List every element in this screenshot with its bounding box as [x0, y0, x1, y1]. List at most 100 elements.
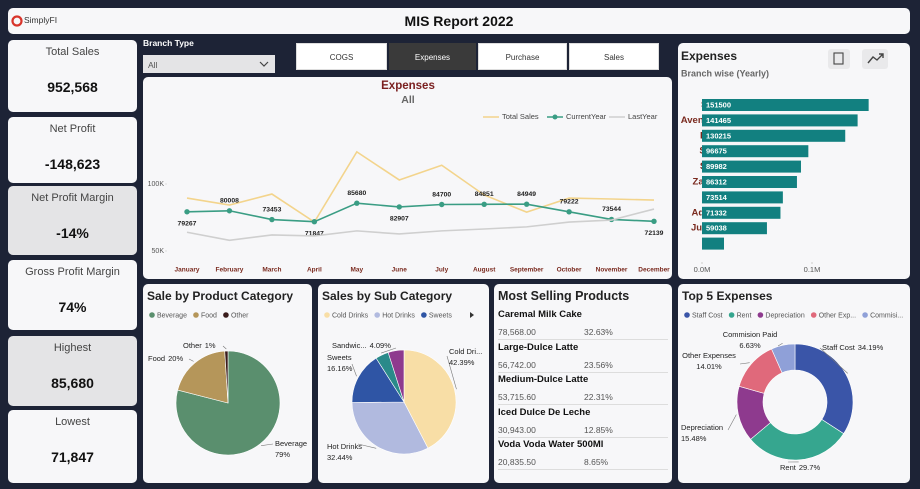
legend-label: LastYear	[628, 112, 658, 121]
point	[269, 216, 275, 223]
kpi-value: 71,847	[51, 449, 94, 465]
bar	[702, 237, 724, 250]
x-tick-label: September	[510, 267, 544, 274]
tab[interactable]: Sales	[569, 43, 659, 70]
legend-dot	[757, 312, 764, 318]
logo-ring	[11, 15, 23, 27]
branch-dropdown[interactable]: All	[143, 55, 275, 73]
x-tick-label: July	[435, 267, 448, 274]
slice-name: Commision Paid	[723, 330, 778, 339]
slice	[387, 349, 405, 403]
data-label: 85680	[347, 190, 366, 197]
legend-dot	[810, 312, 817, 318]
product-amount: 30,943.00	[498, 424, 536, 435]
expenses-trend-panel: Expenses All 50K 100K January February March Ap…	[143, 77, 672, 279]
x-tick-label: February	[216, 267, 244, 274]
kpi-label: Gross Profit Margin	[25, 266, 120, 278]
product-amount: 56,742.00	[498, 359, 536, 370]
slice-name: Other	[183, 341, 202, 350]
x-tick-label: 0.0M	[694, 265, 711, 274]
legend-label: Depreciation	[765, 312, 804, 319]
bar-label: 96675	[706, 147, 727, 156]
bar	[702, 114, 858, 127]
most-selling-panel: Most Selling Products Caremal Milk Cake 78…	[494, 284, 672, 483]
slice	[403, 349, 457, 449]
chart-title: Sales by Sub Category	[322, 289, 452, 303]
pie-chart: Sale by Product Category Beverage Food Othe…	[147, 289, 307, 459]
chart-title: Expenses	[381, 80, 435, 92]
series-line	[186, 202, 655, 223]
legend-label: Sweets	[429, 312, 452, 319]
slice-value: 34.19%	[858, 343, 884, 352]
leader-line	[351, 363, 357, 377]
leader-line	[357, 443, 377, 449]
row-divider	[498, 469, 668, 470]
kpi-label: Lowest	[55, 416, 90, 428]
slice-name: Sweets	[327, 353, 352, 362]
x-tick-label: June	[392, 267, 408, 274]
product-amount: 53,715.60	[498, 392, 536, 402]
bar	[702, 99, 869, 111]
point	[566, 209, 572, 215]
chart-title: Expenses	[681, 49, 737, 63]
slice	[351, 401, 429, 455]
leader-line	[381, 347, 397, 354]
panel-title: Most Selling Products	[498, 289, 630, 303]
tab[interactable]: Expenses	[389, 43, 476, 70]
kpi-card: Net Profit Margin -14%	[8, 186, 137, 255]
legend-label: Commisi...	[870, 312, 903, 319]
product-share: 32.63%	[584, 327, 613, 337]
x-tick-label: May	[350, 267, 363, 274]
bar-label: 86312	[706, 177, 727, 186]
bar	[702, 206, 781, 219]
data-label: 84949	[517, 191, 536, 198]
product-share: 22.31%	[584, 392, 613, 402]
chart-title: Sale by Product Category	[147, 289, 293, 303]
slice	[351, 357, 405, 403]
category-label: Avenues	[681, 115, 720, 126]
legend-label: Hot Drinks	[382, 312, 415, 319]
chart-subtitle: All	[401, 94, 415, 106]
leader-line	[739, 362, 750, 365]
legend-more	[470, 312, 474, 318]
slice-name: Food	[148, 354, 165, 363]
slice-value: 15.48%	[681, 434, 707, 443]
bar	[702, 176, 797, 188]
legend-dot	[223, 312, 229, 318]
report-title: MIS Report 2022	[404, 13, 514, 29]
kpi-value: -148,623	[44, 156, 101, 172]
tab[interactable]: Purchase	[478, 43, 567, 70]
slice-value: 32.44%	[327, 453, 353, 462]
slice-name: Depreciation	[681, 423, 723, 432]
bar	[702, 129, 846, 142]
slice-value: 6.63%	[739, 341, 761, 350]
x-tick-label: March	[262, 267, 281, 274]
tab[interactable]: COGS	[296, 43, 387, 70]
legend-label: Beverage	[157, 312, 187, 319]
donut-chart: Top 5 Expenses Staff Cost Rent Depreciation…	[681, 289, 903, 472]
bar-label: 141465	[706, 116, 731, 125]
row-divider	[498, 339, 668, 340]
row-divider	[498, 436, 668, 438]
data-label: 73453	[262, 206, 281, 213]
slice-label: Sandwic... 4.09%	[332, 341, 391, 350]
legend-dot	[728, 312, 735, 318]
leader-line	[446, 355, 457, 390]
slice-label: Food 20%	[148, 354, 183, 363]
row-divider	[498, 371, 668, 373]
slice	[794, 343, 854, 435]
slice-value: 29.7%	[799, 463, 821, 472]
slice-value: 20%	[168, 354, 183, 363]
product-share: 23.56%	[584, 359, 613, 370]
report-icon[interactable]	[828, 49, 850, 69]
legend-dot	[421, 312, 427, 318]
kpi-label: Total Sales	[45, 46, 100, 58]
slice	[750, 419, 845, 461]
point	[226, 208, 233, 214]
kpi-value: 74%	[58, 299, 87, 315]
kpi-card: Highest 85,680	[8, 336, 137, 406]
chart-subtitle: Branch wise (Yearly)	[681, 68, 769, 78]
